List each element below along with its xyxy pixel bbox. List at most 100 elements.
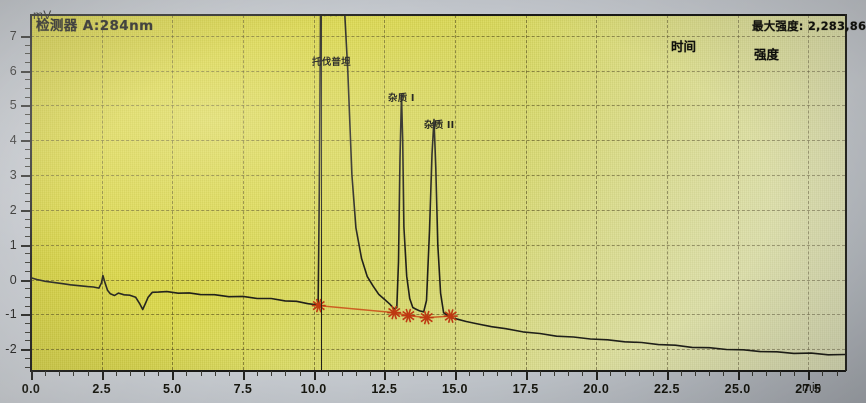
axis-frame-left <box>30 14 32 371</box>
x-axis-minor-tick <box>341 371 343 376</box>
y-axis-minor-tick <box>25 148 30 150</box>
cursor-line[interactable] <box>321 15 322 370</box>
gridline-horizontal <box>31 35 845 37</box>
y-axis-tick-label: 3 <box>9 168 17 183</box>
paper-texture-horizontal <box>31 15 845 370</box>
paper-texture-vertical <box>31 15 845 370</box>
gridline-vertical <box>525 15 527 370</box>
x-axis-tick-label: 20.0 <box>583 382 610 396</box>
x-axis-tick <box>101 371 104 380</box>
x-axis-minor-tick <box>370 371 372 376</box>
y-axis-minor-tick <box>25 270 30 272</box>
y-axis-tick <box>21 105 30 108</box>
x-axis-minor-tick <box>751 371 753 376</box>
plot-area <box>31 15 845 370</box>
gridline-horizontal <box>31 279 845 281</box>
y-axis-minor-tick <box>25 157 30 159</box>
gridline-horizontal <box>31 349 845 351</box>
x-axis-minor-tick <box>158 371 160 376</box>
y-axis-tick-label: 2 <box>9 202 17 217</box>
gridline-vertical <box>808 15 810 370</box>
y-axis-minor-tick <box>25 331 30 333</box>
x-axis-tick <box>808 371 811 380</box>
gridline-horizontal <box>31 314 845 316</box>
x-axis-tick <box>525 371 528 380</box>
y-axis: 7 6 5 4 3 2 1 0 -1 -2 <box>0 0 30 403</box>
x-axis-minor-tick <box>582 371 584 376</box>
x-axis-tick-label: 25.0 <box>724 382 751 396</box>
x-axis-minor-tick <box>483 371 485 376</box>
peak-label: 托伐普坦 <box>312 57 351 68</box>
y-axis-minor-tick <box>25 236 30 237</box>
gridline-vertical <box>666 15 668 370</box>
x-axis-minor-tick <box>285 371 287 376</box>
y-axis-tick-label: 0 <box>9 272 17 287</box>
y-axis-minor-tick <box>25 227 30 229</box>
axis-frame-top <box>31 14 846 16</box>
x-axis-tick-label: 10.0 <box>300 382 327 396</box>
max-intensity-value: 2,283,864 <box>807 19 866 33</box>
y-axis-minor-tick <box>25 88 30 90</box>
axis-frame-bottom <box>30 370 846 372</box>
x-axis-tick-label: 5.0 <box>163 382 182 396</box>
x-axis-tick <box>313 371 316 380</box>
gridline-vertical <box>242 15 244 370</box>
x-axis-minor-tick <box>610 371 612 376</box>
y-axis-minor-tick <box>25 192 30 194</box>
x-axis-minor-tick <box>822 371 824 376</box>
x-axis-minor-tick <box>45 371 47 376</box>
y-axis-minor-tick <box>25 262 30 264</box>
integration-markers <box>311 298 458 325</box>
y-axis-tick-label: -2 <box>5 342 17 357</box>
gridline-vertical <box>454 15 456 370</box>
y-axis-minor-tick <box>25 166 30 168</box>
y-axis-tick-label: 1 <box>9 237 17 252</box>
x-axis-minor-tick <box>652 371 654 376</box>
x-axis-tick <box>31 371 33 380</box>
x-axis-minor-tick <box>59 371 61 376</box>
x-axis-minor-tick <box>836 371 838 376</box>
x-axis-minor-tick <box>257 371 259 376</box>
x-axis-minor-tick <box>723 371 725 376</box>
x-axis-minor-tick <box>511 371 513 376</box>
peak-label: 杂质 II <box>424 120 455 131</box>
x-axis-minor-tick <box>709 371 711 376</box>
max-intensity-readout: 最大强度: 2,283,864 <box>752 18 866 34</box>
y-axis-tick <box>21 175 30 178</box>
detector-title: 检测器 A:284nm <box>36 18 154 34</box>
column-header-time: 时间 <box>671 39 697 54</box>
x-axis-minor-tick <box>624 371 626 376</box>
x-axis-minor-tick <box>356 371 358 376</box>
y-axis-minor-tick <box>25 305 30 307</box>
axis-frame-right <box>845 14 847 371</box>
peak-label: 杂质 I <box>388 93 415 104</box>
y-axis-tick <box>21 209 30 212</box>
x-axis-minor-tick <box>497 371 499 376</box>
x-axis-minor-tick <box>553 371 555 376</box>
x-axis-minor-tick <box>87 371 89 376</box>
x-axis-unit-label: min <box>802 382 822 394</box>
gridline-vertical <box>101 15 103 370</box>
y-axis-tick-label: 4 <box>9 133 17 148</box>
y-axis-tick <box>21 349 30 352</box>
gridline-vertical <box>384 15 386 370</box>
integration-marker <box>401 308 416 323</box>
gridline-horizontal <box>31 105 845 107</box>
gridline-horizontal <box>31 140 845 142</box>
x-axis-tick-label: 2.5 <box>92 382 111 396</box>
gridline-horizontal <box>31 175 845 177</box>
gridline-vertical <box>172 15 174 370</box>
integration-marker <box>387 305 402 320</box>
y-axis-minor-tick <box>25 366 30 368</box>
y-axis-minor-tick <box>25 44 30 46</box>
x-axis-tick <box>242 371 245 380</box>
y-axis-tick <box>21 279 30 282</box>
y-axis-minor-tick <box>25 122 30 124</box>
x-axis-tick-label: 22.5 <box>653 382 680 396</box>
x-axis-minor-tick <box>73 371 75 376</box>
x-axis-minor-tick <box>115 371 117 376</box>
x-axis-minor-tick <box>638 371 640 376</box>
x-axis-minor-tick <box>539 371 541 376</box>
x-axis-minor-tick <box>426 371 428 376</box>
